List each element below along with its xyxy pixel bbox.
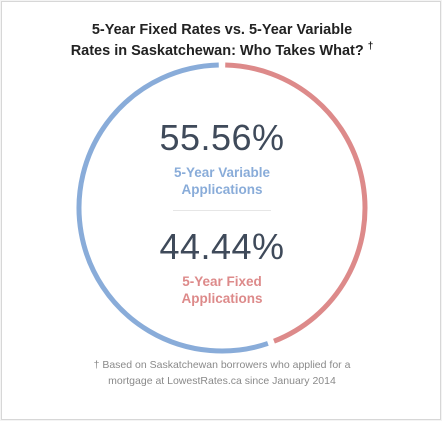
title-dagger: †: [367, 41, 374, 53]
footnote-text: Based on Saskatchewan borrowers who appl…: [102, 359, 351, 387]
footnote-dagger: †: [93, 359, 100, 371]
fixed-label: 5-Year Fixed Applications: [181, 274, 263, 306]
footnote: † Based on Saskatchewan borrowers who ap…: [2, 357, 442, 389]
ring-slices: [76, 62, 368, 354]
variable-percent: 55.56%: [159, 117, 285, 158]
chart-title: 5-Year Fixed Rates vs. 5-Year Variable R…: [2, 20, 442, 62]
ring-slice-variable: [76, 62, 269, 354]
title-line-2: Rates in Saskatchewan: Who Takes What?: [70, 43, 364, 59]
title-line-1: 5-Year Fixed Rates vs. 5-Year Variable: [91, 22, 353, 38]
center-divider: [173, 210, 271, 211]
variable-label: 5-Year Variable Applications: [173, 165, 271, 197]
fixed-percent: 44.44%: [159, 226, 285, 267]
ring-slice-fixed: [225, 62, 368, 344]
